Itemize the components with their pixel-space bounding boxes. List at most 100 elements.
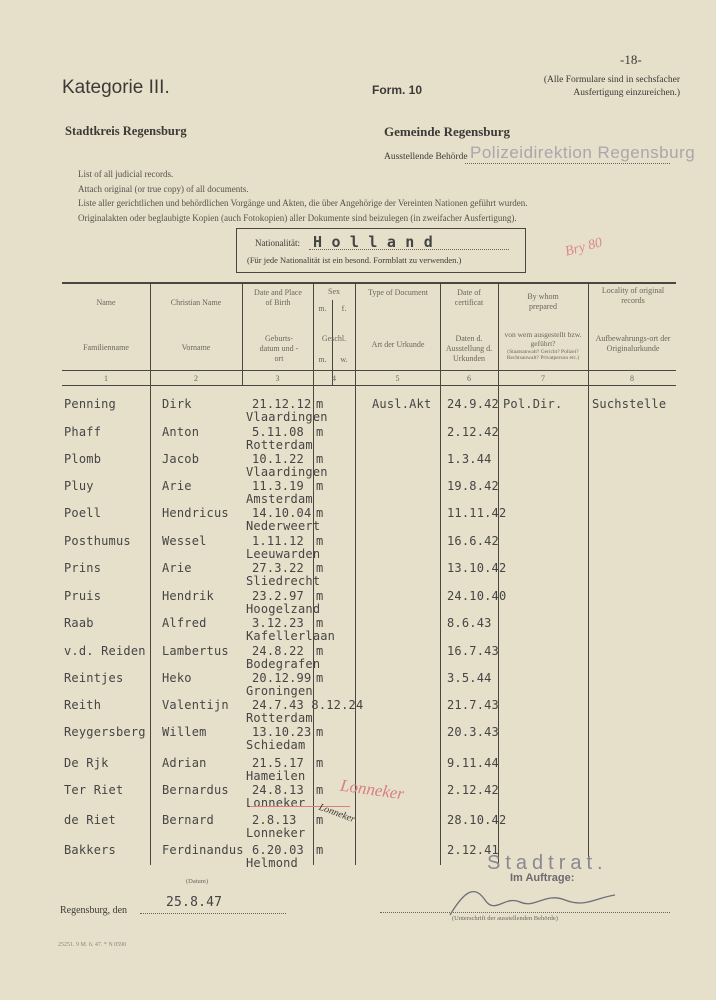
- cell-cert: 8.6.43: [447, 616, 492, 630]
- cell-place: Rotterdam: [246, 711, 313, 725]
- cell-sex: m: [316, 783, 324, 797]
- cell-place: Schiedam: [246, 738, 306, 752]
- cell-cert: 9.11.44: [447, 756, 499, 770]
- nationality-box: Nationalität: H o l l a n d (Für jede Na…: [236, 228, 526, 273]
- authority-line: [465, 163, 670, 164]
- cell-cert: 2.12.41: [447, 843, 499, 857]
- col-sex-m-de: m.: [318, 355, 327, 364]
- cell-christian: Lambertus: [162, 644, 229, 658]
- cell-birth: 24.7.43 8.12.24: [252, 698, 364, 712]
- col-num: 4: [332, 374, 336, 383]
- col-locality-de: Aufbewahrungs-ort der Originalurkunde: [595, 334, 671, 353]
- instruction-line: List of all judicial records.: [78, 169, 174, 179]
- cell-cert: 20.3.43: [447, 725, 499, 739]
- cell-birth: 23.2.97: [252, 589, 304, 603]
- cell-name: Prins: [64, 561, 102, 575]
- signature-line: [380, 912, 670, 913]
- cell-christian: Alfred: [162, 616, 207, 630]
- cell-birth: 6.20.03: [252, 843, 304, 857]
- signature-caption: (Unterschrift der ausstellenden Behörde): [452, 915, 558, 922]
- col-line: [355, 283, 356, 865]
- date-line: [140, 913, 286, 914]
- cell-sex: m: [316, 725, 324, 739]
- col-num: 5: [395, 374, 400, 383]
- copies-note-line: Ausfertigung einzureichen.): [573, 87, 680, 98]
- cell-birth: 21.12.12: [252, 397, 312, 411]
- col-by-de: von wem ausgestellt bzw. geführt?: [504, 330, 582, 349]
- col-num: 1: [104, 374, 108, 383]
- instructions: List of all judicial records. Attach ori…: [78, 167, 527, 225]
- category-title: Kategorie III.: [62, 77, 170, 98]
- cell-christian: Bernardus: [162, 783, 229, 797]
- col-sex-w-de: w.: [340, 355, 348, 364]
- red-correction: Lonneker: [339, 775, 406, 804]
- cell-place: Kafellerlaan: [246, 629, 336, 643]
- col-by-note: (Staatsanwalt? Gericht? Polizei? Rechtsa…: [506, 349, 580, 362]
- col-doc-de: Art der Urkunde: [371, 340, 425, 349]
- cell-place: Vlaardingen: [246, 410, 328, 424]
- cell-name: Posthumus: [64, 534, 131, 548]
- cell-place: Lonneker: [246, 796, 306, 810]
- cell-christian: Willem: [162, 725, 207, 739]
- red-strike: [250, 806, 350, 807]
- cell-name: de Riet: [64, 813, 116, 827]
- cell-cert: 13.10.42: [447, 561, 507, 575]
- col-christian-de: Vorname: [181, 343, 211, 352]
- stadtrat-stamp: Stadtrat.: [487, 852, 608, 874]
- place-label: Regensburg, den: [60, 905, 128, 916]
- col-line: [498, 283, 499, 865]
- cell-sex: m: [316, 644, 324, 658]
- cell-sex: m: [316, 479, 324, 493]
- cell-name: Reintjes: [64, 671, 124, 685]
- cell-place: Hameilen: [246, 769, 306, 783]
- cell-place: Rotterdam: [246, 438, 313, 452]
- cell-sex: m: [316, 616, 324, 630]
- cell-birth: 13.10.23: [252, 725, 312, 739]
- cell-christian: Wessel: [162, 534, 207, 548]
- col-cert-de: Daten d. Ausstellung d. Urkunden: [445, 334, 493, 363]
- cell-sex: m: [316, 452, 324, 466]
- cell-place: Bodegrafen: [246, 657, 321, 671]
- cell-birth: 11.3.19: [252, 479, 304, 493]
- instruction-line: Attach original (or true copy) of all do…: [78, 183, 249, 194]
- cell-cert: 16.6.42: [447, 534, 499, 548]
- cell-locality: Suchstelle: [592, 397, 667, 411]
- cell-cert: 16.7.43: [447, 644, 499, 658]
- cell-name: Raab: [64, 616, 94, 630]
- copies-note-line: (Alle Formulare sind in sechsfacher: [543, 75, 680, 85]
- cell-birth: 5.11.08: [252, 425, 304, 439]
- col-line: [440, 283, 441, 865]
- cell-christian: Heko: [162, 671, 192, 685]
- cell-cert: 24.9.42: [447, 397, 499, 411]
- cell-name: Plomb: [64, 452, 102, 466]
- cell-sex: m: [316, 534, 324, 548]
- nationality-note: (Für jede Nationalität ist ein besond. F…: [247, 255, 462, 265]
- cell-sex: m: [316, 425, 324, 439]
- cell-sex: m: [316, 589, 324, 603]
- form-number: Form. 10: [372, 83, 423, 97]
- col-line: [150, 283, 151, 865]
- cell-sex: m: [316, 813, 324, 827]
- cell-place: Leeuwarden: [246, 547, 321, 561]
- cell-christian: Dirk: [162, 397, 192, 411]
- cell-birth: 2.8.13: [252, 813, 297, 827]
- col-birth-de: Geburts-datum und -ort: [259, 334, 299, 363]
- stadtkreis: Stadtkreis Regensburg: [65, 124, 187, 138]
- cell-birth: 14.10.04: [252, 506, 312, 520]
- col-num: 7: [541, 374, 545, 383]
- cell-cert: 24.10.40: [447, 589, 507, 603]
- col-num: 6: [467, 374, 471, 383]
- cell-cert: 2.12.42: [447, 425, 499, 439]
- cell-cert: 19.8.42: [447, 479, 499, 493]
- cell-sex: m: [316, 561, 324, 575]
- cell-birth: 20.12.99: [252, 671, 312, 685]
- cell-sex: m: [316, 671, 324, 685]
- cell-christian: Hendricus: [162, 506, 229, 520]
- cell-sex: m: [316, 843, 324, 857]
- cell-place: Helmond: [246, 856, 298, 870]
- col-locality-en: Locality of original records: [601, 286, 665, 305]
- cell-birth: 10.1.22: [252, 452, 304, 466]
- gemeinde: Gemeinde Regensburg: [384, 124, 511, 139]
- cell-christian: Adrian: [162, 756, 207, 770]
- cell-birth: 27.3.22: [252, 561, 304, 575]
